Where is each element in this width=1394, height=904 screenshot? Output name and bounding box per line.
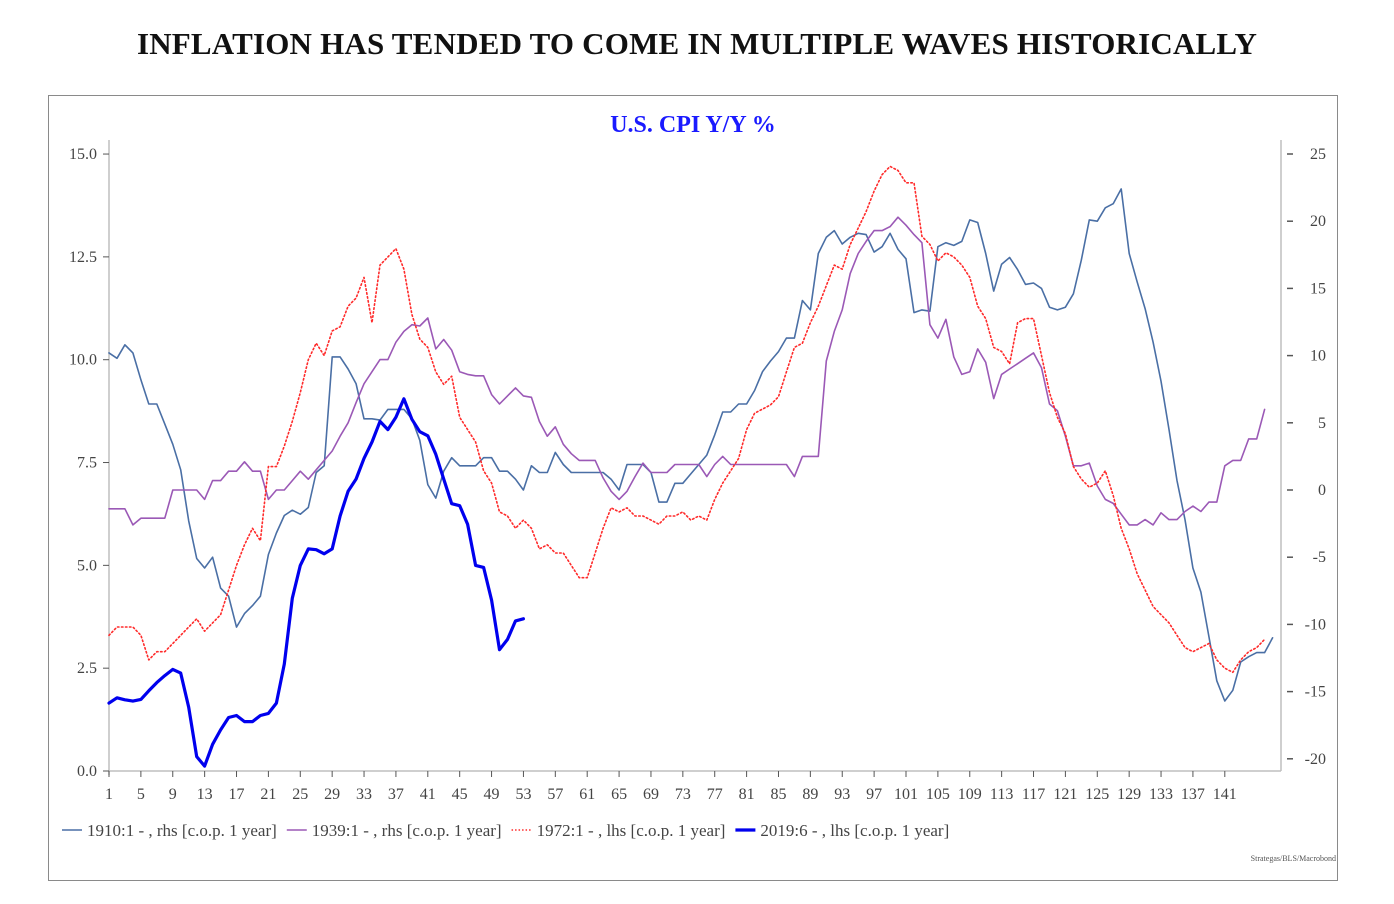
- right-tick-label: -10: [1305, 616, 1326, 633]
- right-tick-label: 10: [1310, 348, 1326, 365]
- x-tick-label: 113: [990, 786, 1013, 803]
- page-title: INFLATION HAS TENDED TO COME IN MULTIPLE…: [136, 26, 1258, 61]
- legend-item: 1910:1 - , rhs [c.o.p. 1 year]: [62, 821, 277, 840]
- legend-label: 1910:1 - , rhs [c.o.p. 1 year]: [87, 821, 277, 840]
- x-tick-label: 49: [484, 786, 500, 803]
- x-tick-label: 25: [292, 786, 308, 803]
- right-tick-label: -20: [1305, 751, 1326, 768]
- x-tick-label: 73: [675, 786, 691, 803]
- x-tick-label: 45: [452, 786, 468, 803]
- x-tick-label: 109: [958, 786, 982, 803]
- x-tick-label: 85: [770, 786, 786, 803]
- series-lines: [107, 165, 1274, 768]
- source-note: Strategas/BLS/Macrobond: [1251, 854, 1336, 863]
- x-tick-label: 21: [260, 786, 276, 803]
- series-line-1972: [108, 165, 1266, 674]
- x-tick-label: 9: [169, 786, 177, 803]
- right-tick-label: -15: [1305, 684, 1326, 701]
- x-tick-label: 93: [834, 786, 850, 803]
- x-tick-label: 57: [547, 786, 563, 803]
- x-tick-label: 29: [324, 786, 340, 803]
- series-line-1910: [108, 188, 1274, 702]
- left-tick-label: 10.0: [69, 352, 97, 369]
- left-tick-label: 15.0: [69, 146, 97, 163]
- x-tick-label: 117: [1022, 786, 1045, 803]
- series-line-2019: [107, 397, 526, 768]
- x-tick-label: 101: [894, 786, 918, 803]
- legend-item: 2019:6 - , lhs [c.o.p. 1 year]: [735, 821, 949, 840]
- x-tick-label: 105: [926, 786, 950, 803]
- right-tick-label: 15: [1310, 280, 1326, 297]
- right-tick-label: 5: [1318, 415, 1326, 432]
- legend-label: 2019:6 - , lhs [c.o.p. 1 year]: [760, 821, 949, 840]
- x-tick-label: 1: [105, 786, 113, 803]
- axes: 0.02.55.07.510.012.515.0-20-15-10-505101…: [69, 140, 1326, 803]
- x-tick-label: 61: [579, 786, 595, 803]
- x-tick-label: 13: [197, 786, 213, 803]
- x-tick-label: 89: [802, 786, 818, 803]
- x-tick-label: 137: [1181, 786, 1205, 803]
- x-tick-label: 53: [515, 786, 531, 803]
- x-tick-label: 129: [1117, 786, 1141, 803]
- left-tick-label: 0.0: [77, 763, 97, 780]
- x-tick-label: 77: [707, 786, 723, 803]
- right-tick-label: 20: [1310, 213, 1326, 230]
- right-tick-label: 25: [1310, 146, 1326, 163]
- left-tick-label: 2.5: [77, 660, 97, 677]
- legend-label: 1939:1 - , rhs [c.o.p. 1 year]: [312, 821, 502, 840]
- x-tick-label: 141: [1213, 786, 1237, 803]
- x-tick-label: 37: [388, 786, 404, 803]
- legend-item: 1972:1 - , lhs [c.o.p. 1 year]: [511, 821, 726, 840]
- chart-frame: [48, 95, 1338, 881]
- x-tick-label: 125: [1085, 786, 1109, 803]
- x-tick-label: 81: [739, 786, 755, 803]
- x-tick-label: 65: [611, 786, 627, 803]
- x-tick-label: 121: [1053, 786, 1077, 803]
- x-tick-label: 133: [1149, 786, 1173, 803]
- right-tick-label: -5: [1313, 549, 1326, 566]
- right-tick-label: 0: [1318, 482, 1326, 499]
- x-tick-label: 5: [137, 786, 145, 803]
- x-tick-label: 97: [866, 786, 882, 803]
- left-tick-label: 12.5: [69, 249, 97, 266]
- legend-item: 1939:1 - , rhs [c.o.p. 1 year]: [286, 821, 502, 840]
- legend: 1910:1 - , rhs [c.o.p. 1 year] 1939:1 - ,…: [62, 821, 949, 840]
- left-tick-label: 5.0: [77, 557, 97, 574]
- left-tick-label: 7.5: [77, 455, 97, 472]
- x-tick-label: 41: [420, 786, 436, 803]
- x-tick-label: 69: [643, 786, 659, 803]
- x-tick-label: 17: [229, 786, 245, 803]
- legend-label: 1972:1 - , lhs [c.o.p. 1 year]: [537, 821, 726, 840]
- x-tick-label: 33: [356, 786, 372, 803]
- chart-title: U.S. CPI Y/Y %: [610, 112, 776, 138]
